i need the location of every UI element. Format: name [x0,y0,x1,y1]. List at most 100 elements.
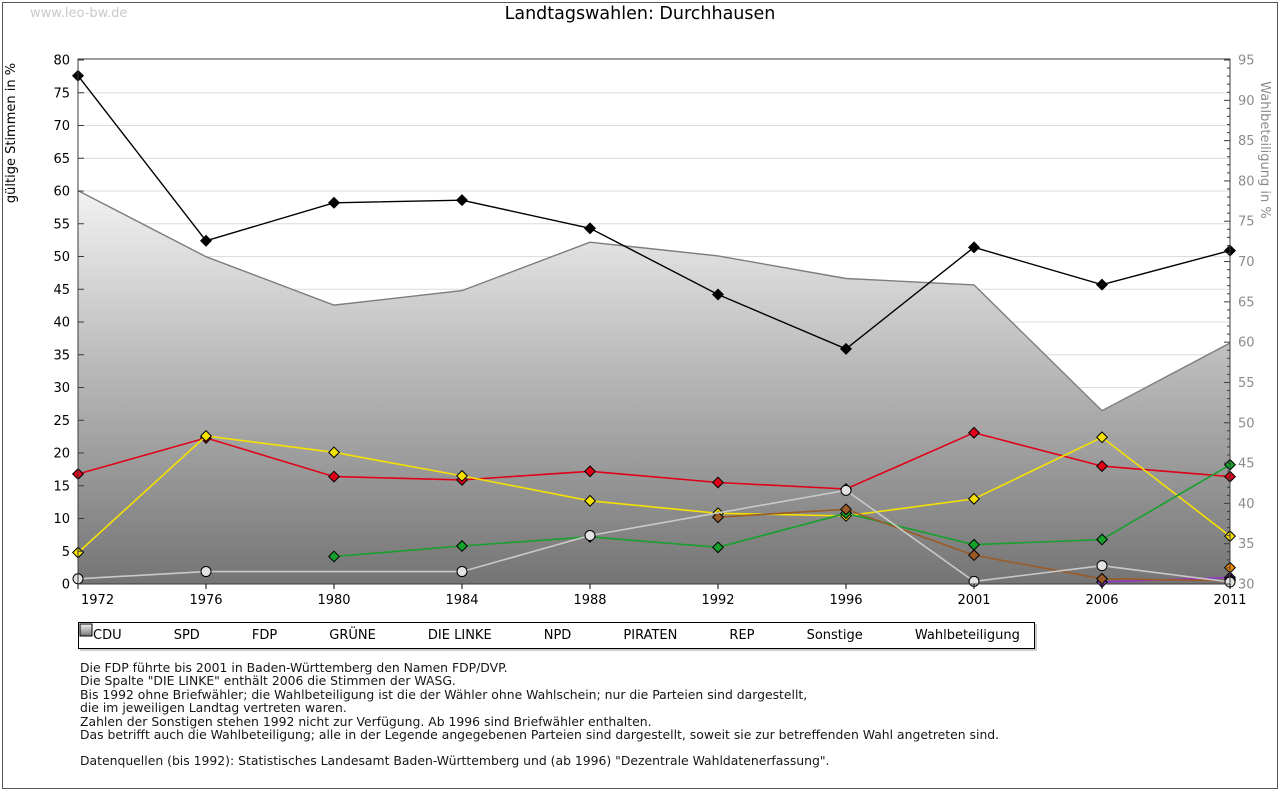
svg-text:55: 55 [1238,376,1255,391]
data-point [839,503,853,516]
data-point [455,469,469,482]
right-axis: 30 35 40 45 50 55 60 65 70 75 80 85 90 95 [1224,54,1255,593]
svg-text:30: 30 [1238,578,1255,593]
footnotes: Die FDP führte bis 2001 in Baden-Württem… [80,661,999,768]
svg-text:20: 20 [53,447,70,462]
data-point [1095,278,1109,291]
legend-item-wahlbeteiligung: Wahlbeteiligung [79,623,1020,643]
legend: CDU SPD FDP GRÜNE DIE LINKE NPD PIRATEN REP Sons… [78,622,1035,649]
svg-text:50: 50 [53,250,70,265]
svg-text:25: 25 [53,414,70,429]
svg-text:65: 65 [1238,295,1255,310]
legend-label: DIE LINKE [427,628,492,643]
svg-text:95: 95 [1238,54,1255,69]
turnout-swatch-icon [79,623,93,637]
legend-item-piraten: PIRATEN [79,623,678,643]
svg-text:5: 5 [62,545,70,560]
data-point [455,540,469,553]
svg-text:2001: 2001 [957,593,990,608]
svg-text:80: 80 [53,54,70,69]
legend-item-npd: NPD [79,623,572,643]
data-point [327,470,341,483]
right-axis-title: Wahlbeteiligung in % [1257,81,1272,218]
svg-text:10: 10 [53,512,70,527]
svg-text:40: 40 [1238,497,1255,512]
legend-label: SPD [173,628,200,643]
data-point [583,494,597,507]
svg-text:65: 65 [53,152,70,167]
chart-canvas: 0 5 10 15 20 25 30 35 40 45 50 55 60 65 70 75 80 30 35 40 45… [4,54,1272,609]
svg-text:85: 85 [1238,134,1255,149]
legend-label: Wahlbeteiligung [914,628,1020,643]
legend-item-grüne: GRÜNE [79,623,376,643]
footnote-line: Die FDP führte bis 2001 in Baden-Württem… [80,660,508,675]
data-point [711,511,725,524]
data-point [583,222,597,235]
data-point [327,550,341,563]
legend-item-rep: REP [79,623,755,643]
data-point [327,196,341,209]
legend-item-sonstige: Sonstige [80,624,863,643]
svg-text:2006: 2006 [1085,593,1118,608]
data-point [967,549,981,562]
svg-text:15: 15 [53,479,70,494]
legend-label: FDP [251,628,278,643]
data-point [1096,560,1108,572]
svg-text:35: 35 [53,348,70,363]
data-point [1095,533,1109,546]
page-title: Landtagswahlen: Durchhausen [504,4,776,24]
watermark: www.leo-bw.de [30,6,128,21]
data-point [711,288,725,301]
svg-text:75: 75 [1238,215,1255,230]
legend-label: Sonstige [806,628,863,643]
svg-text:60: 60 [53,185,70,200]
svg-text:1972: 1972 [81,593,114,608]
legend-item-cdu: CDU [79,623,122,643]
svg-text:30: 30 [53,381,70,396]
data-point [583,465,597,478]
turnout-area [77,189,1231,584]
svg-text:60: 60 [1238,336,1255,351]
data-point [840,484,852,496]
svg-text:1996: 1996 [829,593,862,608]
svg-text:70: 70 [1238,255,1255,270]
data-point [711,541,725,554]
data-point [1095,460,1109,473]
svg-text:0: 0 [62,578,70,593]
data-point [327,446,341,459]
footnote-line: Das betrifft auch die Wahlbeteiligung; a… [80,727,1000,743]
footnote-line: Die Spalte "DIE LINKE" enthält 2006 die … [80,673,456,689]
data-point [1095,431,1109,444]
svg-text:1976: 1976 [189,593,222,608]
svg-text:1988: 1988 [573,593,606,608]
x-axis: 1972 1976 1980 1984 1988 1992 1996 2001 2006 2011 [77,584,1247,608]
data-point [967,426,981,439]
svg-text:75: 75 [53,86,70,101]
footnote-line: Bis 1992 ohne Briefwähler; die Wahlbetei… [80,686,808,702]
data-point [711,476,725,489]
legend-item-spd: SPD [79,623,200,643]
legend-label: REP [729,628,755,643]
svg-text:70: 70 [53,119,70,134]
legend-label: GRÜNE [329,628,376,643]
svg-text:45: 45 [1238,457,1255,472]
data-point [200,566,212,578]
svg-text:1984: 1984 [445,593,478,608]
svg-text:35: 35 [1238,537,1255,552]
svg-text:2011: 2011 [1213,593,1246,608]
legend-item-fdp: FDP [79,623,278,643]
data-point [456,566,468,578]
legend-label: CDU [93,628,122,643]
svg-text:50: 50 [1238,416,1255,431]
legend-item-die-linke: DIE LINKE [79,623,492,643]
legend-label: NPD [543,628,572,643]
legend-label: PIRATEN [623,628,678,643]
data-point [839,342,853,355]
data-point [584,530,596,542]
footnote-line: Datenquellen (bis 1992): Statistisches L… [80,753,830,769]
svg-text:45: 45 [53,283,70,298]
svg-text:40: 40 [53,316,70,331]
data-point [967,492,981,505]
svg-text:1980: 1980 [317,593,350,608]
